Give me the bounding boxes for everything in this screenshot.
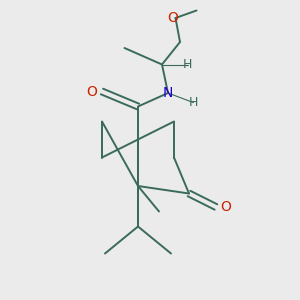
Text: N: N bbox=[163, 86, 173, 100]
Text: O: O bbox=[220, 200, 231, 214]
Text: O: O bbox=[87, 85, 98, 98]
Text: H: H bbox=[183, 58, 192, 71]
Text: H: H bbox=[189, 96, 198, 109]
Text: O: O bbox=[167, 11, 178, 25]
